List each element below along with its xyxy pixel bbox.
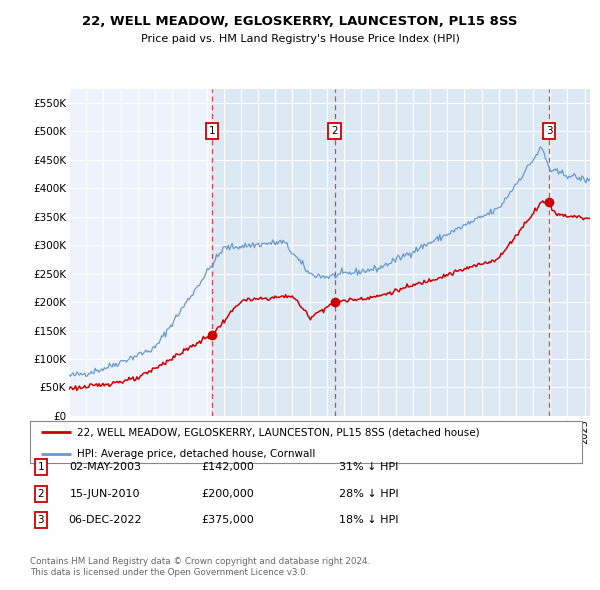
Bar bbox=[335, 88, 549, 416]
Text: 22, WELL MEADOW, EGLOSKERRY, LAUNCESTON, PL15 8SS: 22, WELL MEADOW, EGLOSKERRY, LAUNCESTON,… bbox=[82, 15, 518, 28]
Bar bbox=[549, 88, 590, 416]
Text: 3: 3 bbox=[546, 126, 553, 136]
Text: 15-JUN-2010: 15-JUN-2010 bbox=[70, 489, 140, 499]
Text: 1: 1 bbox=[209, 126, 215, 136]
Text: 2: 2 bbox=[37, 489, 44, 499]
Text: 18% ↓ HPI: 18% ↓ HPI bbox=[339, 516, 398, 525]
Text: This data is licensed under the Open Government Licence v3.0.: This data is licensed under the Open Gov… bbox=[30, 568, 308, 577]
Text: Price paid vs. HM Land Registry's House Price Index (HPI): Price paid vs. HM Land Registry's House … bbox=[140, 34, 460, 44]
Text: £200,000: £200,000 bbox=[202, 489, 254, 499]
Text: HPI: Average price, detached house, Cornwall: HPI: Average price, detached house, Corn… bbox=[77, 449, 315, 459]
Text: £375,000: £375,000 bbox=[202, 516, 254, 525]
Bar bbox=[212, 88, 335, 416]
Text: 31% ↓ HPI: 31% ↓ HPI bbox=[339, 463, 398, 472]
Text: 28% ↓ HPI: 28% ↓ HPI bbox=[339, 489, 398, 499]
Text: Contains HM Land Registry data © Crown copyright and database right 2024.: Contains HM Land Registry data © Crown c… bbox=[30, 558, 370, 566]
Text: 06-DEC-2022: 06-DEC-2022 bbox=[68, 516, 142, 525]
Text: 22, WELL MEADOW, EGLOSKERRY, LAUNCESTON, PL15 8SS (detached house): 22, WELL MEADOW, EGLOSKERRY, LAUNCESTON,… bbox=[77, 427, 479, 437]
Text: £142,000: £142,000 bbox=[202, 463, 254, 472]
Text: 2: 2 bbox=[331, 126, 338, 136]
Text: 3: 3 bbox=[37, 516, 44, 525]
Text: 02-MAY-2003: 02-MAY-2003 bbox=[69, 463, 141, 472]
Text: 1: 1 bbox=[37, 463, 44, 472]
